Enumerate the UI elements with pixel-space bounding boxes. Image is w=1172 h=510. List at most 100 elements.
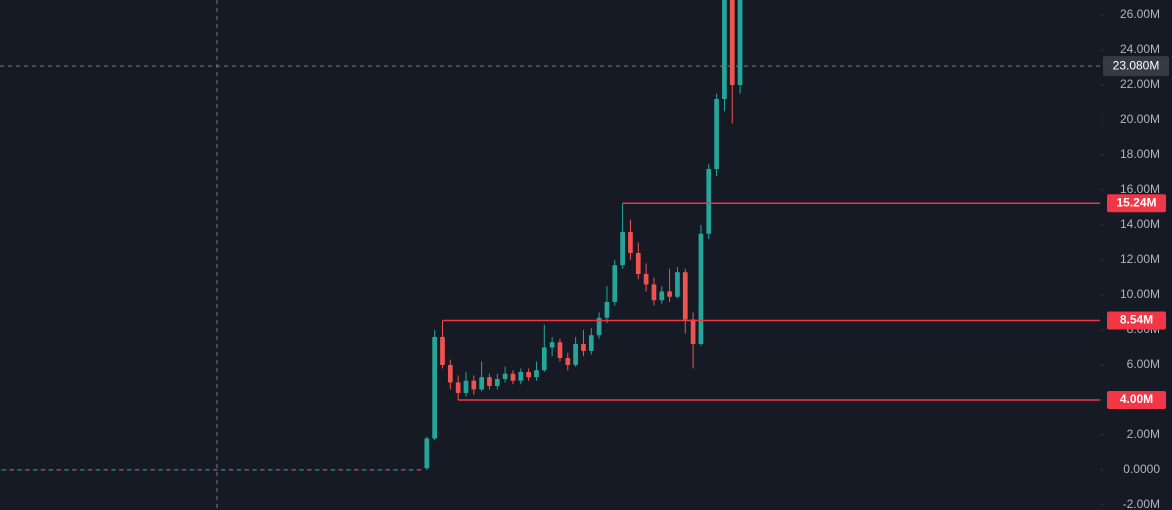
candle-body [166, 469, 171, 471]
y-tick-label: 10.00M [1120, 287, 1160, 301]
candle-body [299, 469, 304, 471]
candle-body [549, 342, 555, 348]
y-tick-label: 0.0000 [1123, 462, 1160, 476]
candle-body [56, 469, 62, 471]
y-tick-label: 26.00M [1120, 7, 1160, 21]
plot-area [0, 0, 1100, 471]
candle-body [126, 469, 132, 471]
candle-body [667, 291, 672, 297]
candle-body [541, 347, 547, 371]
y-tick-label: 2.00M [1127, 427, 1160, 441]
candle-body [487, 377, 492, 386]
candle-body [494, 378, 500, 386]
candle-body [463, 380, 469, 393]
price-axis: -2.00M0.00002.00M4.00M6.00M8.00M10.00M12… [1100, 7, 1169, 510]
crosshair-label-box [1103, 56, 1169, 77]
candle-body [440, 336, 445, 365]
candle-body [95, 469, 101, 471]
candle-body [244, 469, 250, 471]
level-label: 15.24M [1116, 195, 1156, 209]
candle-body [722, 0, 727, 100]
candle-body [510, 373, 516, 381]
candle-body [260, 469, 265, 471]
candle-body [534, 370, 539, 378]
candle-body [64, 469, 69, 471]
level-label: 4.00M [1120, 392, 1153, 406]
candle-body [32, 469, 38, 471]
candle-body [400, 469, 406, 471]
level-label-box [1107, 194, 1166, 213]
candle-body [393, 469, 398, 471]
candle-body [87, 469, 93, 471]
candle-body [698, 233, 704, 344]
candle-body [604, 301, 610, 318]
candle-body [1, 469, 7, 471]
candle-body [72, 469, 77, 471]
candle-body [25, 469, 30, 471]
candle-body [369, 469, 375, 471]
y-tick-label: 14.00M [1120, 217, 1160, 231]
candle-body [103, 469, 109, 471]
candle-body [111, 469, 116, 471]
candle-body [353, 469, 359, 471]
candle-body [361, 469, 367, 471]
y-tick-label: 22.00M [1120, 77, 1160, 91]
candle-body [306, 469, 312, 471]
candle-body [416, 469, 422, 471]
candle-body [502, 373, 508, 379]
candle-body [628, 231, 633, 253]
crosshair-label: 23.080M [1113, 58, 1160, 72]
candle-body [620, 231, 625, 266]
candle-body [377, 469, 383, 471]
candle-body [197, 469, 203, 471]
candle-body [220, 469, 226, 471]
candle-body [424, 438, 430, 469]
candle-body [252, 469, 257, 471]
y-tick-label: 16.00M [1120, 182, 1160, 196]
candle-body [526, 371, 531, 378]
candle-body [729, 0, 735, 86]
candle-body [479, 377, 484, 390]
level-label-box [1107, 390, 1166, 409]
candle-body [675, 272, 680, 297]
y-tick-label: 18.00M [1120, 147, 1160, 161]
candle-body [612, 265, 618, 302]
candle-body [385, 469, 391, 471]
candle-body [228, 469, 234, 471]
candle-body [737, 0, 743, 86]
y-tick-label: 24.00M [1120, 42, 1160, 56]
candle-body [79, 469, 85, 471]
candle-body [518, 371, 524, 381]
candle-body [267, 469, 273, 471]
candle-body [346, 469, 351, 471]
candle-body [471, 380, 477, 390]
candle-body [322, 469, 328, 471]
candle-body [596, 317, 602, 336]
candle-body [565, 357, 571, 365]
candle-body [158, 469, 163, 471]
candle-body [408, 469, 414, 471]
candle-body [48, 469, 54, 471]
candle-body [9, 469, 15, 471]
candle-body [706, 169, 712, 234]
y-tick-label: 6.00M [1127, 357, 1160, 371]
y-tick-label: 12.00M [1120, 252, 1160, 266]
candle-body [573, 343, 578, 365]
candle-body [189, 469, 195, 471]
candle-body [205, 469, 210, 471]
candle-body [659, 291, 665, 301]
candle-body [714, 99, 719, 170]
y-tick-label: -2.00M [1123, 497, 1160, 510]
candle-body [150, 469, 156, 471]
y-tick-label: 20.00M [1120, 112, 1160, 126]
candle-body [213, 469, 218, 471]
candle-body [236, 469, 242, 471]
candle-body [119, 469, 124, 471]
candle-body [283, 469, 289, 471]
candle-body [17, 469, 22, 471]
candle-body [635, 252, 641, 274]
candle-body [588, 335, 594, 351]
candle-body [557, 342, 563, 358]
